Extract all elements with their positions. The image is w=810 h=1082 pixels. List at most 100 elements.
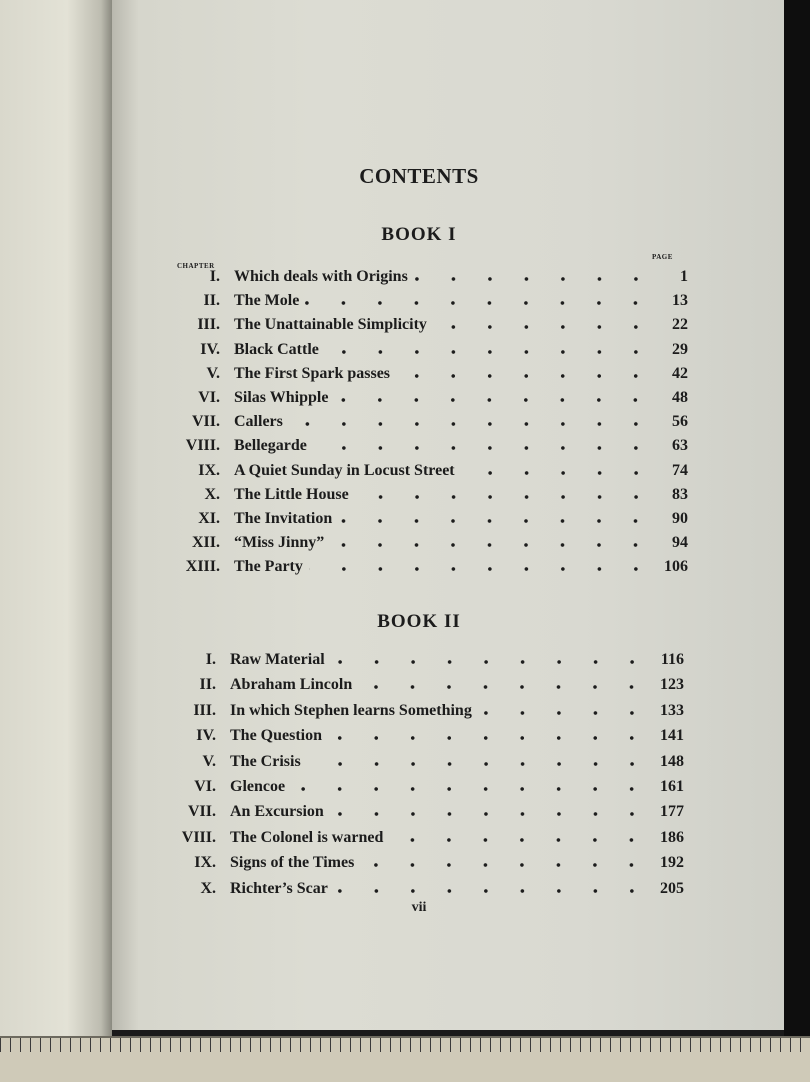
chapter-page: 90 bbox=[672, 510, 688, 527]
dot-leader bbox=[330, 660, 650, 664]
chapter-title: The Mole bbox=[234, 292, 300, 310]
chapter-title: The Invitation bbox=[234, 510, 333, 527]
toc-entry: IV. The Question 141 bbox=[166, 727, 684, 745]
dot-leader bbox=[328, 736, 650, 741]
chapter-title: Signs of the Times bbox=[230, 854, 355, 872]
toc-entry: VIII. The Colonel is warned 186 bbox=[166, 829, 684, 847]
toc-entry: X. The Little House 83 bbox=[170, 486, 688, 504]
chapter-number: X. bbox=[200, 879, 216, 897]
book-2-heading: BOOK II bbox=[377, 611, 461, 632]
chapter-number: V. bbox=[206, 364, 221, 382]
toc-entry: XI. The Invitation 90 bbox=[170, 510, 688, 528]
chapter-number: IX. bbox=[194, 854, 216, 872]
chapter-page: 192 bbox=[660, 854, 684, 872]
book-1-heading: BOOK I bbox=[381, 224, 457, 245]
chapter-number: V. bbox=[202, 752, 217, 770]
toc-entry: III. In which Stephen learns Something 133 bbox=[166, 702, 684, 720]
chapter-title: Which deals with Origins bbox=[234, 268, 408, 285]
chapter-title: Raw Material bbox=[230, 651, 325, 668]
chapter-title: The Question bbox=[230, 727, 323, 745]
chapter-number: XII. bbox=[191, 534, 220, 552]
dot-leader bbox=[312, 446, 654, 451]
chapter-page: 106 bbox=[664, 558, 688, 576]
toc-entry: III. The Unattainable Simplicity 22 bbox=[170, 316, 688, 334]
chapter-number: VIII. bbox=[185, 437, 220, 455]
chapter-title: The Crisis bbox=[230, 752, 301, 770]
chapter-title: An Excursion bbox=[230, 803, 324, 821]
dot-leader bbox=[389, 837, 650, 842]
toc-entry: VI. Glencoe 161 bbox=[166, 778, 684, 796]
dot-leader bbox=[308, 567, 654, 572]
ruler bbox=[0, 1036, 810, 1082]
chapter-number: IV. bbox=[196, 727, 216, 745]
chapter-number: I. bbox=[209, 268, 220, 285]
dot-leader bbox=[333, 888, 650, 893]
toc-entry: VI. Silas Whipple 48 bbox=[170, 389, 688, 407]
dot-leader bbox=[324, 349, 654, 354]
chapter-page: 42 bbox=[672, 364, 688, 382]
chapter-title: A Quiet Sunday in Locust Street bbox=[234, 461, 455, 479]
chapter-number: VI. bbox=[198, 389, 220, 406]
chapter-page: 63 bbox=[672, 437, 688, 455]
chapter-number: X. bbox=[204, 485, 220, 503]
toc-entry: VII. An Excursion 177 bbox=[166, 803, 684, 821]
chapter-number: II. bbox=[203, 292, 220, 310]
chapter-page: 123 bbox=[660, 676, 684, 694]
toc-entry: I. Which deals with Origins 1 bbox=[170, 268, 688, 286]
chapter-page: 56 bbox=[672, 413, 688, 431]
chapter-title: Callers bbox=[234, 413, 283, 431]
chapter-column-label: CHAPTER bbox=[177, 262, 215, 270]
chapter-title: Silas Whipple bbox=[234, 389, 329, 406]
chapter-page: 116 bbox=[660, 651, 684, 668]
dot-leader bbox=[360, 863, 650, 868]
chapter-title: “Miss Jinny” bbox=[234, 534, 325, 552]
dot-leader bbox=[291, 787, 650, 791]
dot-leader bbox=[413, 277, 654, 281]
chapter-page: 94 bbox=[672, 534, 688, 552]
chapter-page: 22 bbox=[672, 316, 688, 334]
toc-entry: IV. Black Cattle 29 bbox=[170, 341, 688, 359]
dot-leader bbox=[396, 373, 654, 378]
chapter-number: VII. bbox=[187, 803, 216, 821]
chapter-number: XIII. bbox=[185, 558, 220, 576]
chapter-number: XI. bbox=[198, 510, 220, 527]
chapter-title: The Unattainable Simplicity bbox=[234, 316, 427, 334]
contents-page bbox=[112, 0, 784, 1030]
chapter-title: The Little House bbox=[234, 485, 349, 503]
chapter-title: Abraham Lincoln bbox=[230, 676, 353, 694]
chapter-page: 186 bbox=[660, 828, 684, 846]
dot-leader bbox=[288, 422, 654, 427]
page-number: vii bbox=[411, 900, 427, 915]
chapter-title: The First Spark passes bbox=[234, 364, 391, 382]
dot-leader bbox=[358, 685, 650, 690]
toc-entry: II. The Mole 13 bbox=[170, 292, 688, 310]
chapter-title: Black Cattle bbox=[234, 340, 319, 358]
facing-page bbox=[0, 0, 112, 1040]
toc-entry: VII. Callers 56 bbox=[170, 413, 688, 431]
toc-entry: II. Abraham Lincoln 123 bbox=[166, 676, 684, 694]
dot-leader bbox=[432, 325, 654, 330]
chapter-page: 1 bbox=[680, 268, 688, 285]
chapter-title: The Party bbox=[234, 558, 303, 576]
chapter-page: 148 bbox=[660, 752, 684, 770]
dot-leader bbox=[329, 812, 650, 817]
chapter-page: 141 bbox=[660, 727, 684, 745]
dot-leader bbox=[338, 519, 654, 523]
dot-leader bbox=[306, 761, 650, 766]
chapter-number: I. bbox=[205, 651, 216, 668]
page-title: CONTENTS bbox=[359, 164, 479, 188]
page-column-label: PAGE bbox=[652, 253, 673, 261]
dot-leader bbox=[334, 398, 654, 402]
chapter-page: 83 bbox=[672, 485, 688, 503]
chapter-number: III. bbox=[193, 701, 216, 719]
chapter-number: VI. bbox=[194, 778, 216, 795]
chapter-number: IV. bbox=[200, 340, 220, 358]
chapter-number: VIII. bbox=[181, 828, 216, 846]
chapter-page: 74 bbox=[672, 461, 688, 479]
chapter-number: VII. bbox=[191, 413, 220, 431]
chapter-page: 177 bbox=[660, 803, 684, 821]
toc-entry: V. The Crisis 148 bbox=[166, 752, 685, 771]
chapter-page: 13 bbox=[672, 292, 688, 310]
chapter-number: II. bbox=[199, 676, 216, 694]
chapter-title: The Colonel is warned bbox=[230, 828, 384, 846]
